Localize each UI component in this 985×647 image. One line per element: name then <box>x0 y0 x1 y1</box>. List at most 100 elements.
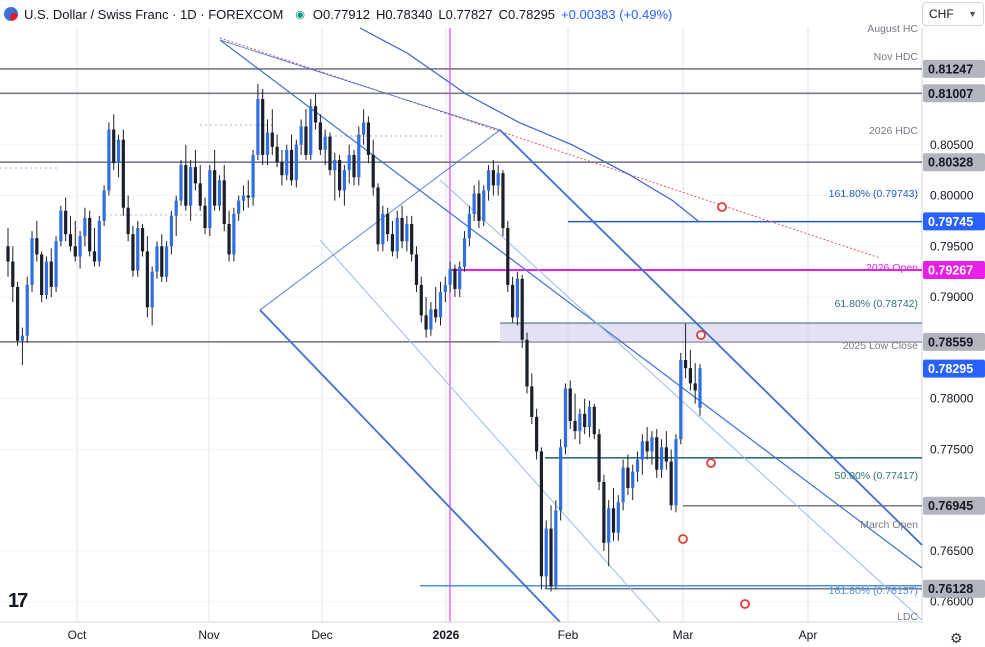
candle-body <box>83 217 87 237</box>
candle-body <box>318 122 322 150</box>
time-axis-tick: 2026 <box>433 628 460 642</box>
level-label: 2026 HDC <box>869 125 918 137</box>
candle-body <box>299 126 303 145</box>
pitchfork-handle <box>219 39 501 131</box>
candle-body <box>626 467 630 488</box>
candle-body <box>20 335 25 341</box>
candle-body <box>203 205 207 229</box>
symbol-title[interactable]: U.S. Dollar / Swiss Franc · 1D · FOREXCO… <box>24 6 284 22</box>
price-axis-label-bg <box>923 212 985 231</box>
candle-body <box>213 170 217 206</box>
candle-body <box>59 210 63 242</box>
gear-icon[interactable]: ⚙ <box>950 630 963 646</box>
level-label: August HC <box>867 23 918 35</box>
market-status-icon: ◉ <box>295 8 305 21</box>
candle-body <box>102 190 106 221</box>
candle-body <box>54 241 58 287</box>
candle-body <box>217 180 222 206</box>
price-axis-label: 0.78295 <box>928 362 973 376</box>
candle-body <box>92 251 97 262</box>
candle-body <box>554 510 558 587</box>
candle-body <box>313 106 318 123</box>
candle-body <box>635 459 640 472</box>
level-touch-marker <box>717 202 727 212</box>
candle-body <box>256 99 260 155</box>
time-axis-tick: Oct <box>68 628 87 642</box>
price-axis-label-bg <box>923 84 985 103</box>
price-axis-label-bg <box>923 59 985 78</box>
price-axis-label: 0.80328 <box>928 156 973 170</box>
candle-body <box>611 508 616 533</box>
level-label: 161.80% (0.76157) <box>829 585 918 597</box>
price-axis-label: 0.76128 <box>928 582 973 596</box>
candle-body <box>683 360 688 369</box>
candle-body <box>352 154 356 178</box>
ohlc-open: O0.77912 <box>312 6 371 22</box>
resistance-zone <box>500 323 922 342</box>
pitchfork-quarter-line <box>439 179 923 621</box>
candle-body <box>400 217 404 242</box>
time-axis-tick: Mar <box>673 628 694 642</box>
candle-body <box>674 439 678 506</box>
candle-body <box>189 167 193 206</box>
chart-header: U.S. Dollar / Swiss Franc · 1D · FOREXCO… <box>0 0 672 28</box>
candle-body <box>222 180 226 224</box>
candle-body <box>559 447 563 511</box>
ohlc-low: L0.77827 <box>438 6 493 22</box>
candle-body <box>193 167 198 184</box>
candle-body <box>78 236 82 257</box>
candle-body <box>289 149 294 181</box>
candle-body <box>261 99 265 155</box>
candle-body <box>443 284 447 292</box>
candle-body <box>150 271 154 308</box>
candle-body <box>424 315 428 330</box>
candle-body <box>698 368 702 408</box>
candle-body <box>112 129 116 164</box>
candle-body <box>664 447 668 462</box>
level-label: 161.80% (0.79743) <box>829 188 918 200</box>
pitchfork-lower-line <box>259 309 561 623</box>
candle-body <box>164 246 169 277</box>
candle-body <box>323 136 327 150</box>
candle-body <box>208 170 212 229</box>
price-axis-label-bg <box>923 496 985 515</box>
candle-body <box>371 154 375 188</box>
candle-body <box>573 420 577 432</box>
candle-body <box>131 234 135 271</box>
price-axis-label-bg <box>923 153 985 172</box>
candle-body <box>88 217 92 252</box>
candle-body <box>486 170 491 191</box>
level-label: 2025 Low Close <box>843 340 918 352</box>
candle-body <box>232 213 236 255</box>
price-axis-tick: 0.76500 <box>930 544 974 558</box>
price-axis-label-bg <box>923 260 985 279</box>
level-touch-marker <box>706 458 716 468</box>
price-axis-label: 0.76945 <box>928 499 973 513</box>
price-axis <box>922 28 985 622</box>
price-axis-label-bg <box>923 332 985 351</box>
candle-body <box>357 134 361 178</box>
candle-body <box>438 292 443 318</box>
candle-body <box>477 193 481 221</box>
candle-body <box>44 261 49 296</box>
candle-body <box>631 471 635 488</box>
candle-body <box>390 234 395 252</box>
price-axis-tick: 0.79500 <box>930 239 974 253</box>
candle-body <box>549 528 553 587</box>
candle-body <box>40 254 44 296</box>
candle-body <box>429 309 433 330</box>
candle-body <box>116 139 121 164</box>
candle-body <box>491 170 495 186</box>
candle-body <box>49 261 53 287</box>
pitchfork-handle <box>259 129 501 311</box>
candle-body <box>482 190 486 221</box>
candle-body <box>602 481 606 543</box>
tradingview-logo-icon: 17 <box>8 590 28 612</box>
ohlc-high: H0.78340 <box>376 6 433 22</box>
candle-body <box>669 461 673 506</box>
currency-selector[interactable]: CHF ▼ <box>922 2 984 26</box>
candle-body <box>530 386 534 417</box>
candle-body <box>496 173 500 186</box>
pitchfork-median-line <box>219 39 923 569</box>
